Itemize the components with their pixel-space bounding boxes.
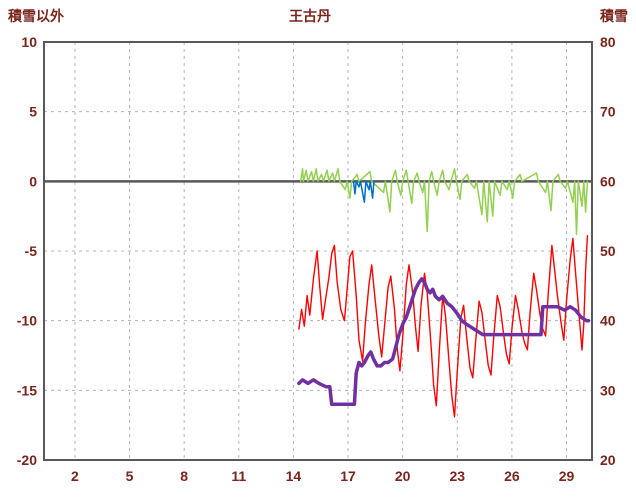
chart-title: 王古丹	[289, 8, 331, 24]
right-tick-label: 50	[600, 243, 616, 259]
x-tick-label: 14	[286, 468, 302, 484]
right-tick-label: 80	[600, 34, 616, 50]
x-tick-label: 17	[340, 468, 356, 484]
x-tick-label: 29	[559, 468, 575, 484]
left-tick-label: -10	[17, 313, 37, 329]
purple-series-line	[297, 277, 591, 407]
x-tick-label: 20	[395, 468, 411, 484]
left-axis-title: 積雪以外	[7, 8, 64, 24]
right-axis-title: 積雪	[599, 8, 628, 24]
x-tick-label: 23	[449, 468, 465, 484]
right-tick-label: 20	[600, 452, 616, 468]
x-tick-label: 11	[231, 468, 246, 484]
left-tick-label: -20	[17, 452, 37, 468]
plot-frame	[43, 41, 593, 461]
x-tick-label: 26	[504, 468, 520, 484]
x-tick-label: 2	[71, 468, 79, 484]
green-series-line	[299, 168, 589, 236]
right-tick-label: 40	[600, 313, 616, 329]
right-tick-label: 70	[600, 104, 616, 120]
right-tick-label: 30	[600, 382, 616, 398]
left-tick-label: -5	[25, 243, 38, 259]
x-tick-label: 5	[126, 468, 134, 484]
red-series-line	[298, 234, 589, 418]
left-tick-label: 0	[29, 173, 37, 189]
left-tick-label: 5	[29, 104, 37, 120]
blue-series-line	[352, 180, 375, 203]
left-tick-label: 10	[21, 34, 37, 50]
x-tick-label: 8	[180, 468, 188, 484]
left-tick-label: -15	[17, 382, 37, 398]
right-tick-label: 60	[600, 173, 616, 189]
